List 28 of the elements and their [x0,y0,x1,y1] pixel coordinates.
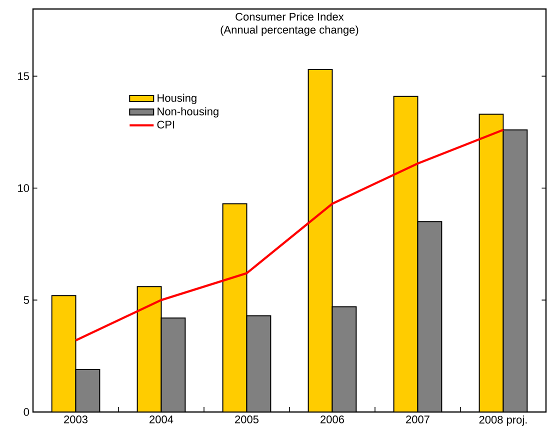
bar [136,286,162,412]
line-series [74,128,504,342]
bar [308,68,333,412]
x-tick-label: 2005 [235,416,259,424]
bar [160,317,186,412]
legend-label: CPI [157,120,174,129]
bar [246,315,272,412]
x-tick-label: 2008 proj. [479,416,527,426]
bar [51,295,76,412]
bar [417,221,442,412]
x-tick-label: 2006 [320,416,344,424]
bar [502,129,528,412]
legend-label: Housing [158,94,196,104]
bar [75,368,100,412]
bar [478,114,504,412]
text: (Annual percentage change) [220,26,358,36]
bar [393,96,418,412]
chart-title: Consumer Price Index [236,12,344,21]
x-tick-label: 2004 [150,416,174,424]
bar [332,306,357,412]
legend-label: Non-housing [158,107,218,118]
x-tick-label: 2007 [406,416,430,424]
bar [222,203,248,412]
y-tick-label: 0 [24,408,30,416]
y-tick-label: 10 [18,184,30,192]
y-tick-label: 5 [24,296,30,304]
x-tick-label: 2003 [64,416,88,424]
y-tick-label: 15 [18,72,29,80]
